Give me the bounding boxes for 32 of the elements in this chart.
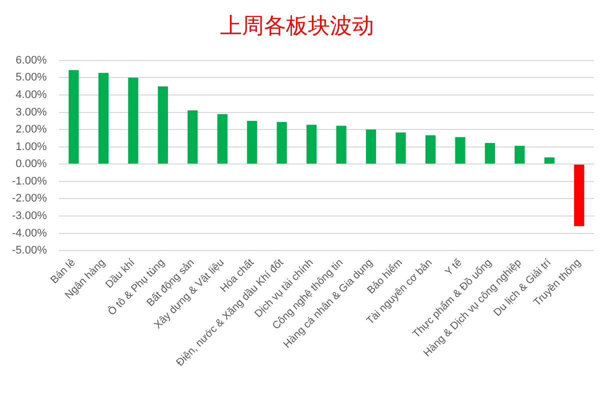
bar (544, 157, 554, 164)
y-tick-label: 4.00% (16, 89, 48, 102)
bar (276, 122, 287, 164)
bar (128, 78, 138, 164)
bar (188, 110, 198, 164)
bar (68, 70, 79, 164)
bar (366, 130, 376, 164)
y-tick-label: 1.00% (16, 140, 48, 153)
bar (98, 72, 109, 164)
bar (484, 143, 495, 164)
y-tick-label: -3.00% (12, 210, 48, 222)
x-tick-label: Y tế (442, 256, 464, 278)
bar (336, 126, 346, 164)
bar (455, 137, 466, 164)
y-tick-label: -4.00% (12, 227, 48, 240)
bar (247, 120, 258, 164)
y-tick-label: 2.00% (16, 124, 48, 136)
y-tick-label: 0.00% (16, 158, 48, 170)
bar (574, 164, 584, 226)
y-tick-label: 6.00% (16, 54, 48, 66)
bar (306, 124, 317, 164)
y-tick-label: -1.00% (12, 175, 48, 188)
y-tick-label: 3.00% (16, 106, 48, 118)
bar (396, 132, 406, 164)
bar (425, 135, 436, 164)
bar (158, 86, 168, 164)
y-tick-label: 5.00% (16, 72, 48, 84)
chart-title: 上周各板块波动 (220, 14, 374, 39)
bar (217, 114, 228, 164)
bar (514, 146, 525, 164)
y-tick-label: -5.00% (12, 244, 48, 257)
y-tick-label: -2.00% (12, 192, 48, 205)
